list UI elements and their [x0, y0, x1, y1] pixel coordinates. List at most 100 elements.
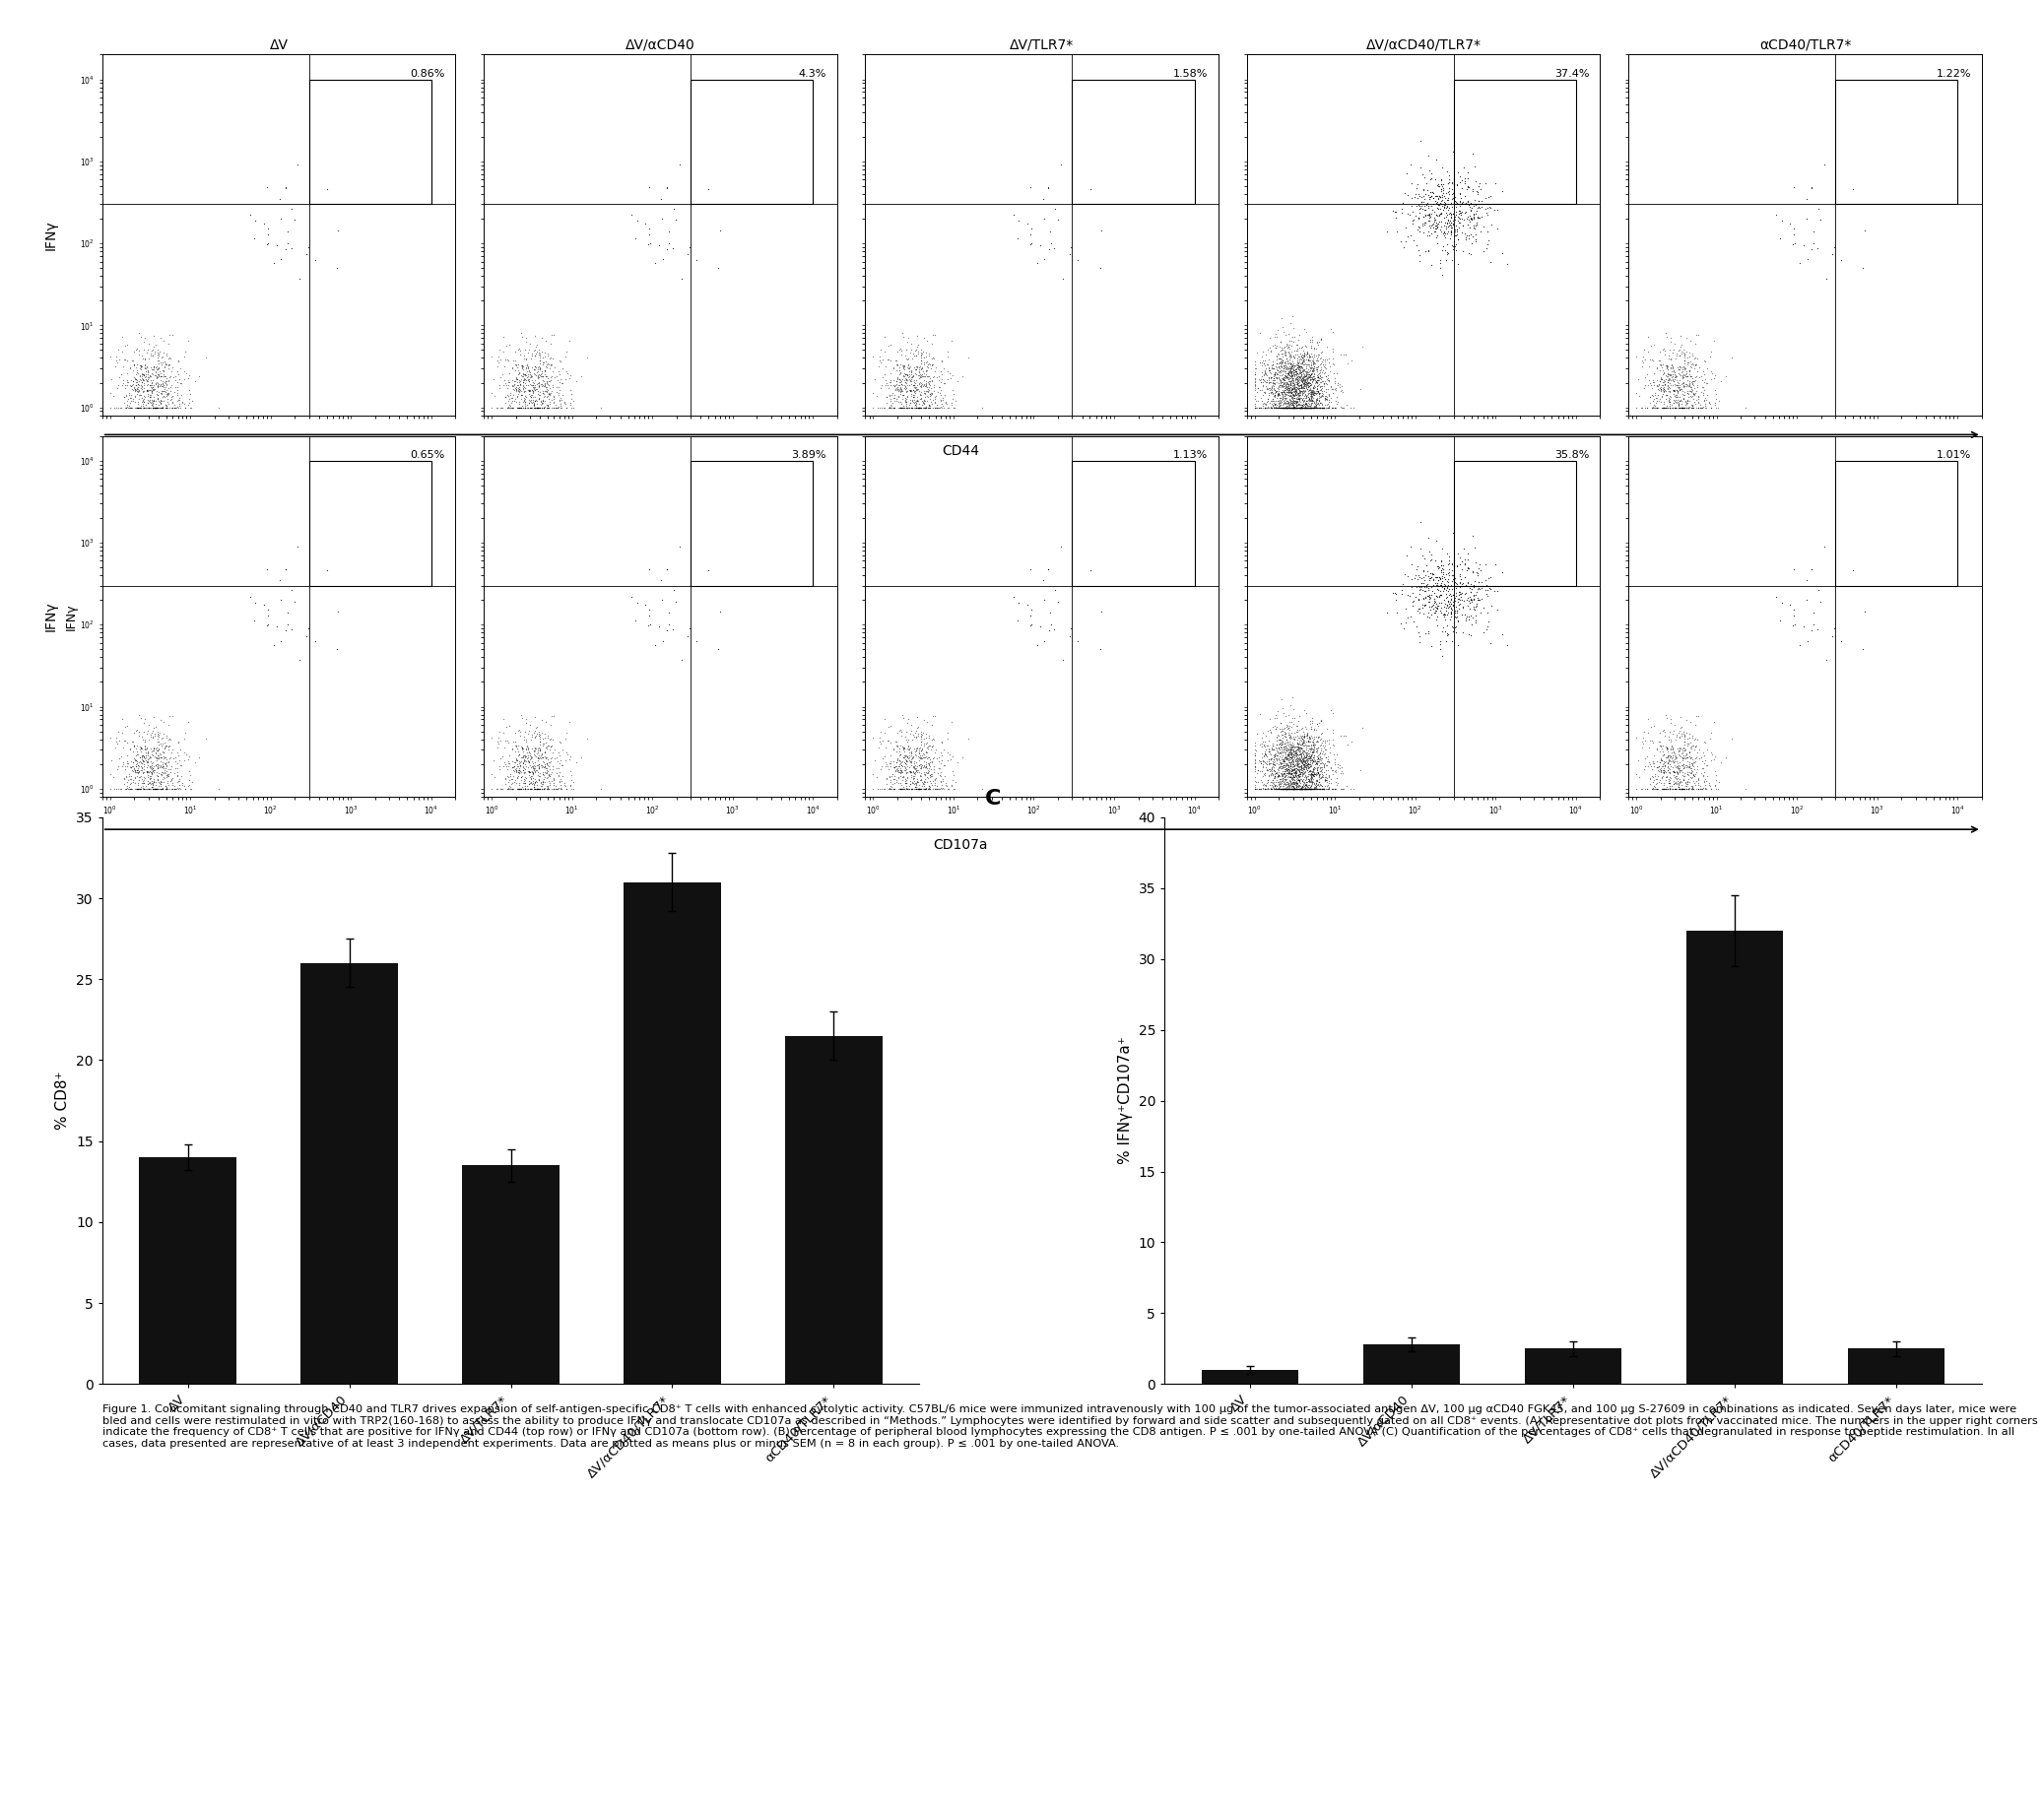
Point: [1432, 238, 1465, 268]
Point: [1440, 599, 1473, 628]
Point: [1442, 571, 1475, 601]
Point: [135, 377, 168, 406]
Point: [118, 732, 151, 761]
Point: [1256, 772, 1289, 801]
Point: [509, 360, 541, 389]
Point: [1263, 721, 1295, 750]
Point: [151, 368, 184, 397]
Point: [1301, 393, 1334, 422]
Point: [1683, 772, 1716, 801]
Point: [1258, 757, 1291, 786]
Point: [1275, 393, 1308, 422]
Point: [1301, 362, 1334, 391]
Point: [917, 384, 950, 413]
Point: [496, 366, 529, 395]
Point: [1295, 379, 1328, 408]
Point: [1406, 593, 1438, 622]
Point: [1649, 360, 1681, 389]
Point: [1254, 768, 1287, 797]
Point: [1395, 191, 1428, 220]
Point: [556, 393, 588, 422]
Point: [488, 750, 521, 779]
Point: [1653, 774, 1685, 803]
Point: [666, 264, 699, 293]
Point: [885, 380, 917, 410]
Point: [885, 753, 917, 783]
Text: 0.86%: 0.86%: [411, 69, 445, 78]
Point: [1263, 733, 1295, 763]
Point: [1446, 187, 1479, 217]
Point: [872, 371, 905, 400]
Point: [1281, 741, 1314, 770]
Point: [1685, 759, 1718, 788]
Point: [658, 195, 691, 224]
Point: [114, 371, 147, 400]
Point: [1451, 555, 1483, 584]
Point: [913, 393, 946, 422]
Point: [1277, 774, 1310, 803]
Point: [515, 721, 548, 750]
Point: [1256, 373, 1289, 402]
Point: [110, 369, 143, 399]
Point: [1322, 388, 1355, 417]
Point: [519, 386, 552, 415]
Point: [1663, 733, 1696, 763]
Point: [1665, 355, 1698, 384]
Point: [1440, 602, 1473, 632]
Point: [482, 730, 515, 759]
Point: [1285, 351, 1318, 380]
Point: [1271, 759, 1303, 788]
Point: [1281, 753, 1314, 783]
Point: [1295, 774, 1328, 803]
Point: [127, 384, 159, 413]
Point: [1299, 748, 1332, 777]
Point: [1467, 237, 1500, 266]
Point: [1818, 233, 1851, 262]
Point: [1420, 581, 1453, 610]
Point: [1434, 595, 1467, 624]
Point: [1675, 349, 1708, 379]
Point: [1277, 743, 1310, 772]
Point: [1269, 774, 1301, 803]
Point: [1275, 768, 1308, 797]
Point: [1279, 377, 1312, 406]
Point: [509, 741, 541, 770]
Point: [1653, 768, 1685, 797]
Point: [114, 353, 147, 382]
Point: [1265, 737, 1297, 766]
Point: [905, 772, 938, 801]
Point: [165, 770, 198, 799]
Point: [1436, 581, 1469, 610]
Point: [118, 337, 151, 366]
Point: [1267, 364, 1299, 393]
Point: [1271, 344, 1303, 373]
Point: [1649, 366, 1681, 395]
Point: [915, 351, 948, 380]
Point: [885, 717, 917, 746]
Point: [917, 743, 950, 772]
Point: [137, 373, 170, 402]
Point: [905, 339, 938, 368]
Point: [513, 774, 545, 803]
Point: [942, 366, 975, 395]
Point: [1324, 369, 1357, 399]
Point: [143, 735, 176, 764]
Point: [121, 737, 153, 766]
Point: [539, 774, 572, 803]
Point: [1651, 774, 1683, 803]
Point: [903, 369, 936, 399]
Point: [1455, 582, 1487, 612]
Point: [885, 393, 917, 422]
Point: [507, 393, 539, 422]
Point: [125, 373, 157, 402]
Point: [868, 337, 901, 366]
Point: [1283, 739, 1316, 768]
Point: [899, 772, 932, 801]
Point: [1424, 581, 1457, 610]
Point: [909, 368, 942, 397]
Point: [1408, 582, 1440, 612]
Point: [1273, 768, 1305, 797]
Point: [490, 380, 523, 410]
Point: [1440, 169, 1473, 198]
Point: [1287, 761, 1320, 790]
